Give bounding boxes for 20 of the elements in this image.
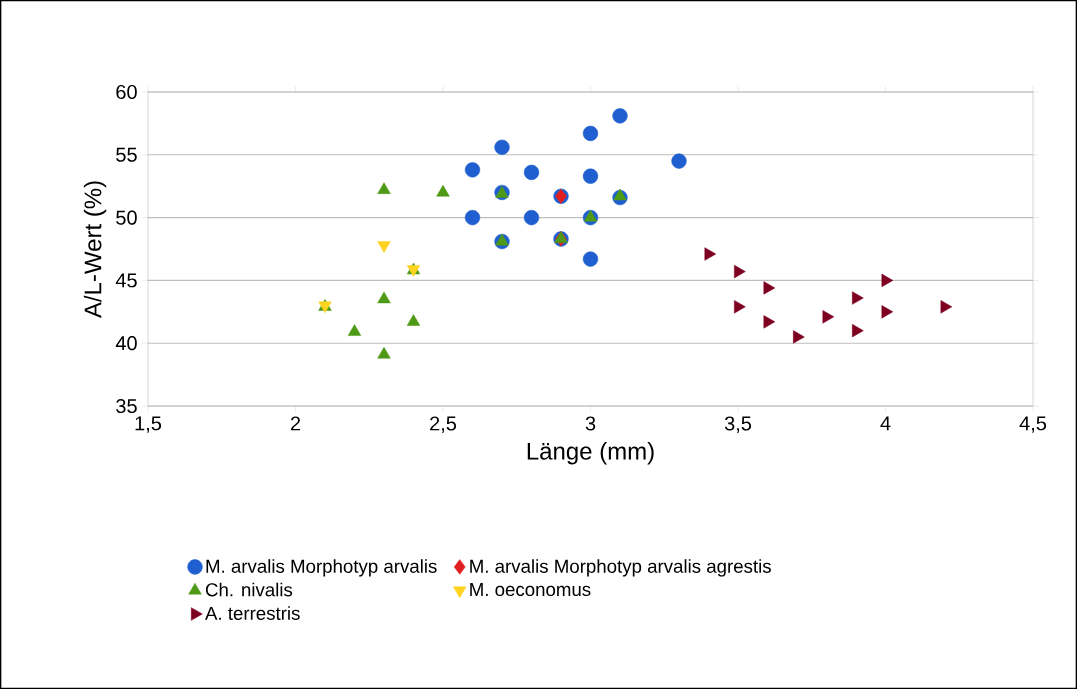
y-axis-title: A/L-Wert (%) [83,181,107,319]
x-tick-label: 1,5 [135,416,162,433]
y-tick-label: 55 [116,147,137,162]
y-tick-label: 50 [116,210,137,225]
y-tick-label: 45 [115,273,137,288]
legend-label: Ch. nivalis [205,582,293,597]
legend-label: A. terrestris [205,606,300,620]
x-tick-label: 4 [880,416,891,431]
x-axis-title: Länge (mm) [527,442,654,465]
x-tick-label: 4,5 [1019,416,1047,433]
y-tick-label: 40 [115,336,137,351]
y-tick-label: 35 [116,398,137,414]
x-tick-label: 3 [585,416,596,431]
y-tick-label: 60 [116,84,137,100]
legend-label: M. arvalis Morphotyp arvalis agrestis [470,559,771,577]
legend-label: M. oeconomus [470,583,591,597]
x-tick-label: 3,5 [724,416,752,433]
x-tick-label: 2,5 [430,416,457,433]
legend-label: M. arvalis Morphotyp arvalis [206,559,437,577]
x-tick-label: 2 [290,416,301,431]
